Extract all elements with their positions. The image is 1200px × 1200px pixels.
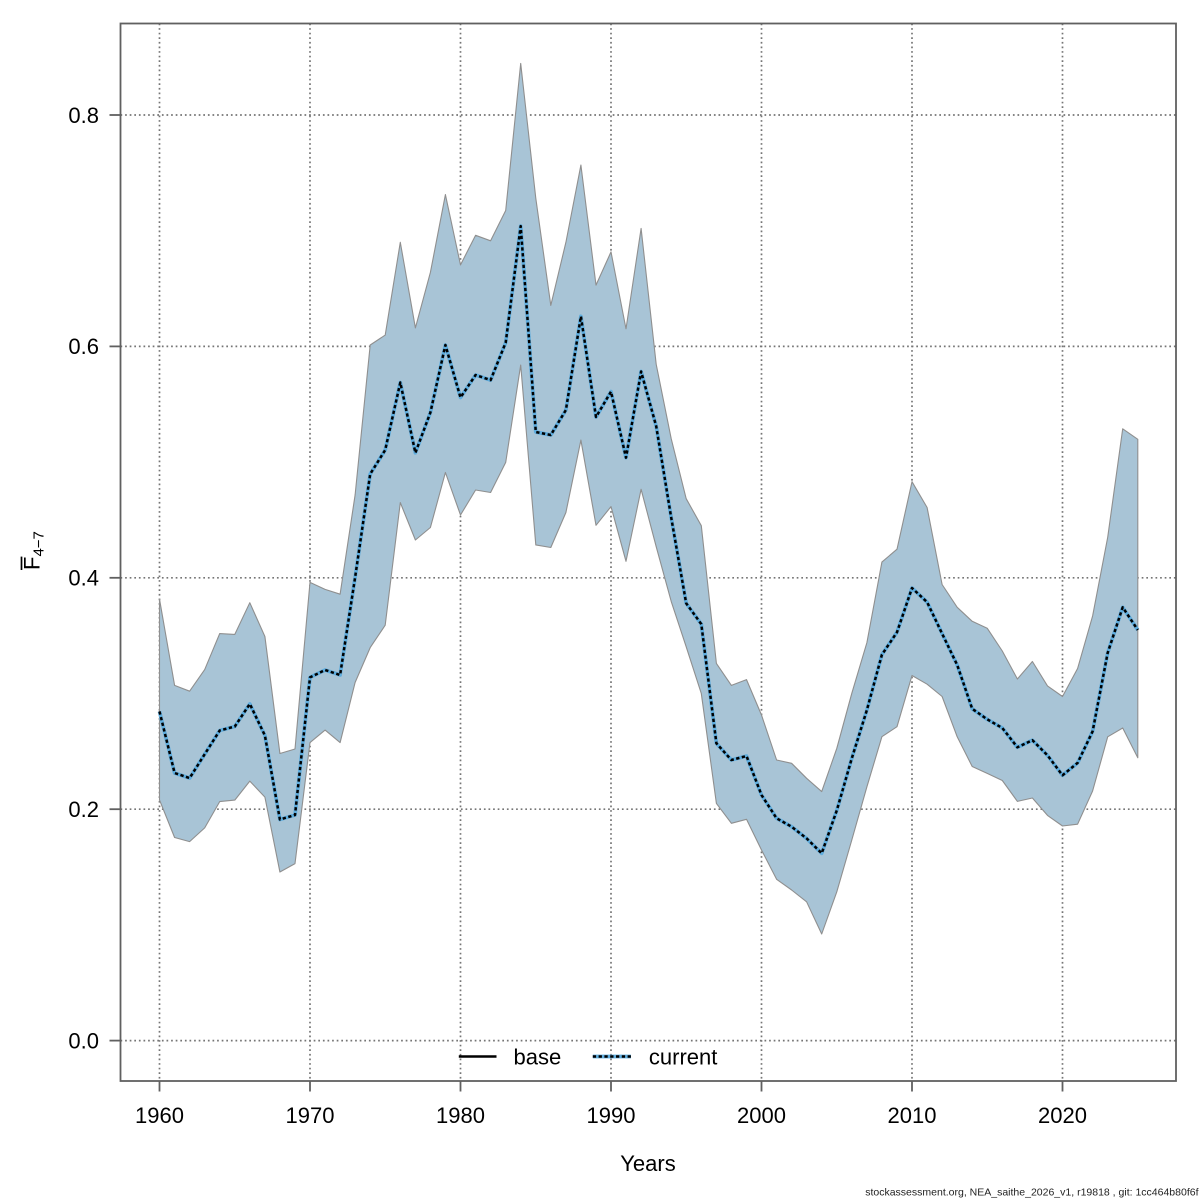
svg-text:base: base	[514, 1044, 562, 1069]
svg-text:Years: Years	[620, 1151, 675, 1176]
svg-text:2020: 2020	[1038, 1103, 1087, 1128]
svg-text:2000: 2000	[737, 1103, 786, 1128]
svg-text:current: current	[649, 1044, 717, 1069]
svg-text:0.6: 0.6	[68, 334, 99, 359]
svg-text:0.0: 0.0	[68, 1028, 99, 1053]
svg-text:0.2: 0.2	[68, 797, 99, 822]
svg-text:2010: 2010	[888, 1103, 937, 1128]
svg-text:1990: 1990	[587, 1103, 636, 1128]
svg-text:0.4: 0.4	[68, 566, 99, 591]
svg-text:1970: 1970	[286, 1103, 335, 1128]
svg-text:stockassessment.org, NEA_saith: stockassessment.org, NEA_saithe_2026_v1,…	[865, 1187, 1198, 1199]
svg-text:1960: 1960	[135, 1103, 184, 1128]
svg-text:1980: 1980	[436, 1103, 485, 1128]
svg-text:0.8: 0.8	[68, 103, 99, 128]
